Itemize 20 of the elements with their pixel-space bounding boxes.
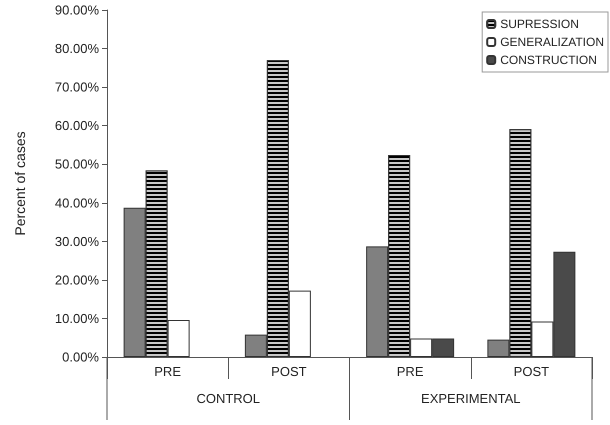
legend-label: GENERALIZATION — [500, 35, 604, 49]
y-tick-label: 40.00% — [54, 195, 100, 210]
y-tick-label: 70.00% — [54, 80, 100, 95]
legend-label: SUPRESSION — [500, 17, 579, 31]
legend-label: CONSTRUCTION — [500, 53, 597, 67]
y-tick-label: 10.00% — [54, 310, 100, 326]
y-tick-label: 20.00% — [54, 272, 100, 288]
y-tick-label: 30.00% — [54, 234, 100, 249]
y-tick-label: 60.00% — [54, 118, 100, 134]
x-tick-label: POST — [271, 364, 307, 379]
y-tick-label: 80.00% — [54, 41, 100, 56]
x-tick-label: PRE — [396, 364, 424, 379]
x-tick-label: PRE — [154, 364, 182, 379]
x-tick-label: POST — [514, 364, 550, 379]
y-tick-label: 90.00% — [54, 2, 100, 18]
text: CONTROL — [196, 391, 260, 406]
y-tick-label: 50.00% — [54, 156, 100, 172]
text: EXPERIMENTAL — [421, 391, 520, 406]
y-axis-title: Percent of cases — [12, 131, 28, 236]
y-tick-label: 0.00% — [62, 350, 100, 364]
